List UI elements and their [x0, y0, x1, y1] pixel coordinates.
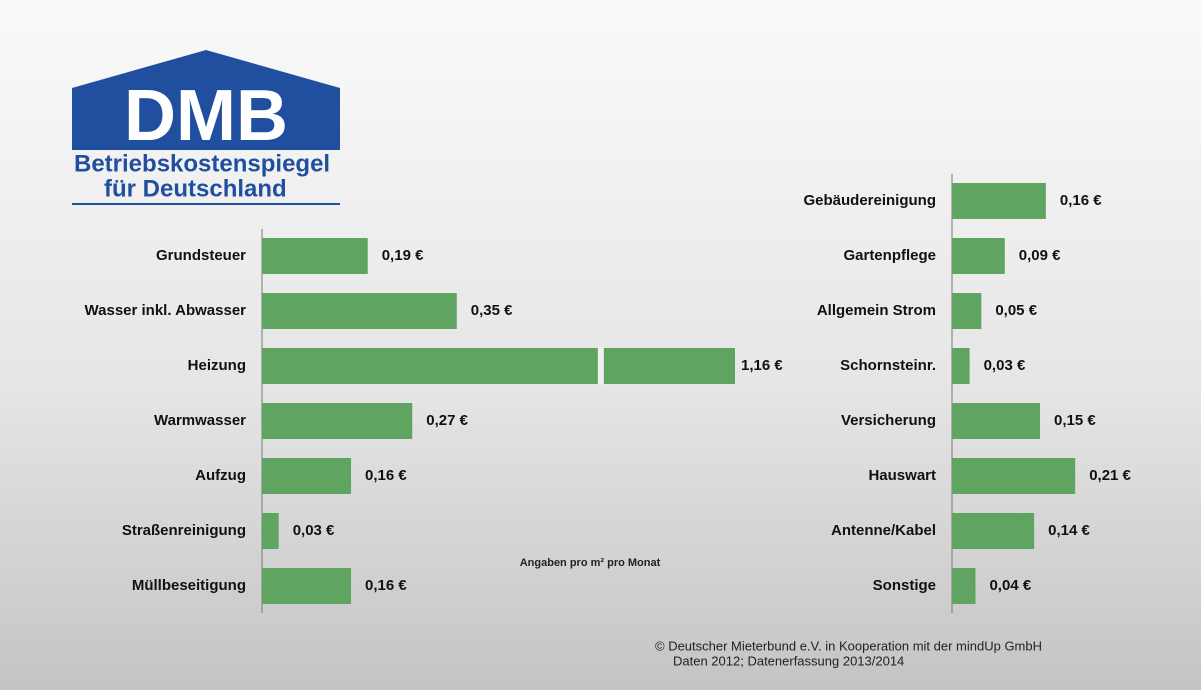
value-label: 0,27 € — [426, 412, 468, 429]
category-label: Heizung — [188, 357, 246, 374]
bar — [952, 238, 1005, 274]
category-label: Allgemein Strom — [817, 302, 936, 319]
category-label: Grundsteuer — [156, 247, 246, 264]
value-label: 0,03 € — [293, 522, 335, 539]
footer: Daten 2012; Datenerfassung 2013/2014 — [673, 653, 904, 668]
value-label: 0,05 € — [995, 302, 1037, 319]
logo-line: Betriebskostenspiegel — [74, 150, 330, 177]
category-label: Antenne/Kabel — [831, 522, 936, 539]
bar — [262, 238, 368, 274]
bar — [262, 513, 279, 549]
bar — [952, 568, 975, 604]
category-label: Hauswart — [868, 467, 936, 484]
category-label: Versicherung — [841, 412, 936, 429]
value-label: 0,04 € — [989, 577, 1031, 594]
value-label: 0,09 € — [1019, 247, 1061, 264]
value-label: 0,15 € — [1054, 412, 1096, 429]
bar — [952, 293, 981, 329]
bar — [952, 403, 1040, 439]
value-label: 0,14 € — [1048, 522, 1090, 539]
value-label: 0,16 € — [365, 577, 407, 594]
bar — [952, 513, 1034, 549]
value-label: 0,35 € — [471, 302, 513, 319]
category-label: Straßenreinigung — [122, 522, 246, 539]
value-label: 0,19 € — [382, 247, 424, 264]
value-label: 0,03 € — [984, 357, 1026, 374]
value-label: 0,16 € — [1060, 192, 1102, 209]
bar — [262, 348, 735, 384]
value-label: 0,21 € — [1089, 467, 1131, 484]
infographic: DMB Betriebskostenspiegel für Deutschlan… — [0, 0, 1201, 690]
bar — [952, 458, 1075, 494]
category-label: Warmwasser — [154, 412, 246, 429]
category-label: Wasser inkl. Abwasser — [85, 302, 247, 319]
category-label: Schornsteinr. — [840, 357, 936, 374]
bar — [262, 403, 412, 439]
bar — [952, 183, 1046, 219]
value-label: 1,16 € — [741, 357, 783, 374]
category-label: Aufzug — [195, 467, 246, 484]
logo-title: DMB — [124, 76, 288, 156]
logo-line: für Deutschland — [104, 175, 287, 202]
bar — [262, 293, 457, 329]
category-label: Gartenpflege — [843, 247, 936, 264]
bar — [262, 568, 351, 604]
footer: © Deutscher Mieterbund e.V. in Kooperati… — [655, 638, 1042, 653]
category-label: Gebäudereinigung — [803, 192, 936, 209]
bar — [262, 458, 351, 494]
axis-break — [598, 347, 604, 385]
value-label: 0,16 € — [365, 467, 407, 484]
category-label: Sonstige — [873, 577, 936, 594]
note: Angaben pro m² pro Monat — [520, 557, 661, 569]
category-label: Müllbeseitigung — [132, 577, 246, 594]
bar — [952, 348, 970, 384]
